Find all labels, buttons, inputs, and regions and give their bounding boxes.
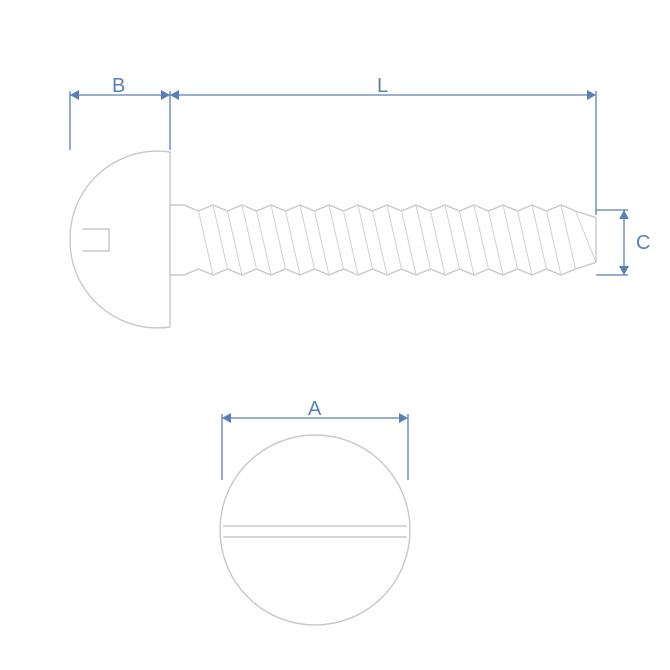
dimension-label-l: L — [377, 75, 388, 98]
dimension-label-b: B — [112, 75, 125, 98]
diagram-stage: B L C A — [0, 0, 670, 670]
dimension-label-a: A — [308, 398, 321, 421]
dimension-label-c: C — [636, 232, 650, 255]
technical-drawing-svg — [0, 0, 670, 670]
